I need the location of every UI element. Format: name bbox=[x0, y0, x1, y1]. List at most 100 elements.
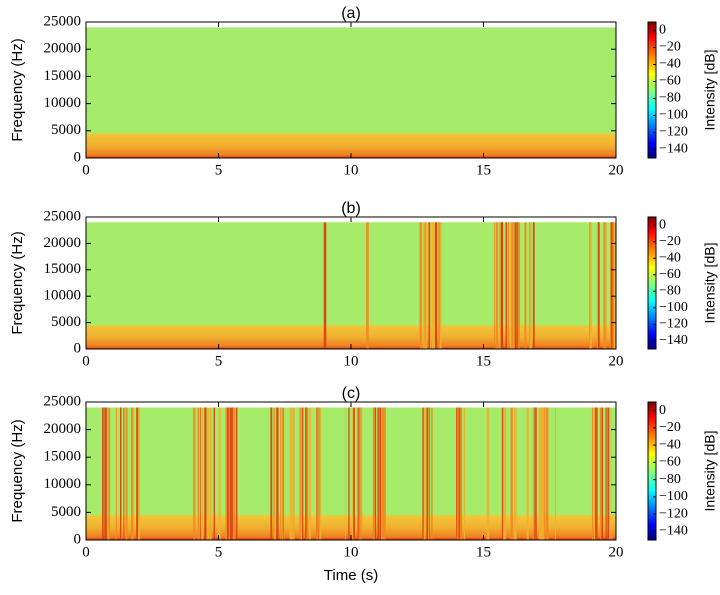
burst-stripe bbox=[526, 407, 529, 540]
burst-stripe bbox=[292, 407, 295, 540]
burst-stripe bbox=[428, 222, 431, 349]
burst-stripe bbox=[206, 407, 209, 540]
panel-title: (b) bbox=[341, 200, 361, 217]
burst bbox=[422, 407, 433, 540]
burst-stripe bbox=[503, 407, 506, 540]
burst-stripe bbox=[529, 222, 532, 349]
burst bbox=[419, 222, 442, 349]
y-tick-label: 20000 bbox=[44, 421, 82, 437]
x-axis-label: Time (s) bbox=[324, 567, 378, 584]
burst-stripe bbox=[545, 407, 548, 540]
y-tick-label: 5000 bbox=[51, 504, 81, 520]
burst-stripe bbox=[361, 407, 363, 540]
burst-stripe bbox=[605, 407, 607, 540]
colorbar-tick-label: −140 bbox=[659, 333, 688, 348]
colorbar-tick-label: −20 bbox=[659, 420, 681, 435]
burst-stripe bbox=[529, 222, 530, 349]
burst-stripe bbox=[358, 407, 361, 540]
burst-stripe bbox=[290, 407, 293, 540]
colorbar-tick-label: −120 bbox=[659, 316, 688, 331]
burst-stripe bbox=[498, 222, 501, 349]
burst-stripe bbox=[517, 222, 520, 349]
burst-stripe bbox=[426, 407, 429, 540]
burst-stripe bbox=[323, 222, 327, 349]
burst-stripe bbox=[282, 407, 284, 540]
x-tick-label: 10 bbox=[344, 544, 359, 560]
burst-stripe bbox=[539, 407, 542, 540]
x-tick-label: 20 bbox=[609, 353, 624, 369]
burst bbox=[486, 407, 490, 540]
burst-stripe bbox=[532, 222, 535, 349]
burst-stripe bbox=[597, 222, 600, 349]
burst-stripe bbox=[434, 222, 438, 349]
y-axis-label: Frequency (Hz) bbox=[9, 419, 26, 522]
burst-stripe bbox=[209, 407, 212, 540]
burst-stripe bbox=[225, 407, 228, 540]
burst-stripe bbox=[589, 222, 592, 349]
x-tick-label: 5 bbox=[215, 353, 223, 369]
burst-stripe bbox=[541, 407, 544, 540]
burst-stripe bbox=[599, 407, 602, 540]
burst-stripe bbox=[510, 222, 512, 349]
burst-stripe bbox=[106, 407, 108, 540]
panel-title: (c) bbox=[342, 385, 361, 402]
burst-stripe bbox=[420, 222, 422, 349]
burst-stripe bbox=[456, 407, 459, 540]
burst-stripe bbox=[511, 222, 514, 349]
x-tick-label: 0 bbox=[82, 544, 90, 560]
colorbar-tick-label: −140 bbox=[659, 524, 688, 539]
y-tick-label: 0 bbox=[74, 149, 82, 165]
burst bbox=[344, 407, 386, 540]
burst-stripe bbox=[612, 222, 614, 349]
burst-stripe bbox=[524, 222, 527, 349]
burst-stripe bbox=[199, 407, 201, 540]
burst-stripe bbox=[366, 222, 369, 349]
burst-stripe bbox=[137, 407, 141, 540]
burst bbox=[270, 407, 322, 540]
burst-stripe bbox=[230, 407, 232, 540]
burst-stripe bbox=[383, 407, 386, 540]
burst-stripe bbox=[607, 407, 610, 540]
burst-stripe bbox=[136, 407, 138, 540]
y-tick-label: 25000 bbox=[44, 208, 82, 224]
burst-stripe bbox=[423, 222, 425, 349]
burst-stripe bbox=[431, 222, 434, 349]
burst-stripe bbox=[493, 222, 495, 349]
colorbar-tick-label: −120 bbox=[659, 125, 688, 140]
burst-stripe bbox=[197, 407, 200, 540]
burst-stripe bbox=[609, 407, 610, 540]
burst-stripe bbox=[353, 407, 355, 540]
burst-stripe bbox=[422, 407, 424, 540]
burst bbox=[493, 222, 535, 349]
burst-stripe bbox=[429, 222, 431, 349]
burst-stripe bbox=[229, 407, 232, 540]
burst-stripe bbox=[131, 407, 134, 540]
panel-title: (a) bbox=[341, 5, 361, 22]
y-tick-label: 0 bbox=[74, 531, 82, 547]
x-tick-label: 20 bbox=[609, 162, 624, 178]
y-tick-label: 10000 bbox=[44, 95, 82, 111]
x-tick-label: 0 bbox=[82, 162, 90, 178]
x-tick-label: 0 bbox=[82, 353, 90, 369]
burst-stripe bbox=[235, 407, 238, 540]
burst-stripe bbox=[319, 407, 322, 540]
burst-stripe bbox=[543, 407, 545, 540]
burst-stripe bbox=[309, 407, 312, 540]
colorbar-tick-label: −120 bbox=[659, 506, 688, 521]
burst-stripe bbox=[543, 407, 546, 540]
colorbar-tick-label: −100 bbox=[659, 300, 688, 315]
x-tick-label: 15 bbox=[476, 162, 491, 178]
colorbar-tick-label: 0 bbox=[659, 23, 666, 38]
burst-stripe bbox=[273, 407, 276, 540]
burst-stripe bbox=[505, 222, 507, 349]
burst-stripe bbox=[459, 407, 463, 540]
burst-stripe bbox=[438, 222, 441, 349]
burst-stripe bbox=[591, 407, 594, 540]
colorbar-label: Intensity [dB] bbox=[702, 431, 718, 512]
burst-stripe bbox=[276, 407, 279, 540]
colorbar-tick-label: −80 bbox=[659, 91, 681, 106]
panel: 0 5 10 15 20 0 5000 10000 15000 20000 25000 (b) Freq… bbox=[9, 200, 718, 369]
burst-stripe bbox=[419, 222, 421, 349]
burst-stripe bbox=[501, 407, 504, 540]
